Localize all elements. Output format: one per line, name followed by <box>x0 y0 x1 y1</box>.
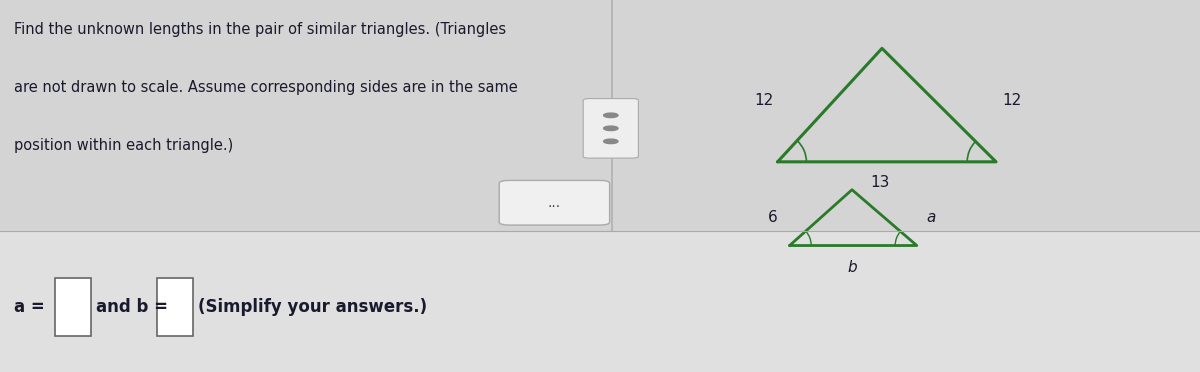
Text: 6: 6 <box>768 210 778 225</box>
Text: 12: 12 <box>1002 93 1021 108</box>
Circle shape <box>604 126 618 131</box>
FancyBboxPatch shape <box>499 180 610 225</box>
Text: a: a <box>926 210 936 225</box>
Text: 12: 12 <box>755 93 774 108</box>
Text: 13: 13 <box>870 175 889 190</box>
Text: Find the unknown lengths in the pair of similar triangles. (Triangles: Find the unknown lengths in the pair of … <box>14 22 506 37</box>
Circle shape <box>604 113 618 118</box>
Text: (Simplify your answers.): (Simplify your answers.) <box>198 298 427 316</box>
Text: b: b <box>847 260 857 275</box>
Text: a =: a = <box>14 298 46 316</box>
Bar <box>0 0 1200 231</box>
FancyBboxPatch shape <box>157 278 193 336</box>
FancyBboxPatch shape <box>55 278 91 336</box>
Bar <box>0 231 1200 372</box>
FancyBboxPatch shape <box>583 99 638 158</box>
Text: are not drawn to scale. Assume corresponding sides are in the same: are not drawn to scale. Assume correspon… <box>14 80 518 95</box>
Text: and b =: and b = <box>96 298 168 316</box>
Text: position within each triangle.): position within each triangle.) <box>14 138 234 153</box>
Circle shape <box>604 139 618 144</box>
Text: ...: ... <box>548 196 560 210</box>
